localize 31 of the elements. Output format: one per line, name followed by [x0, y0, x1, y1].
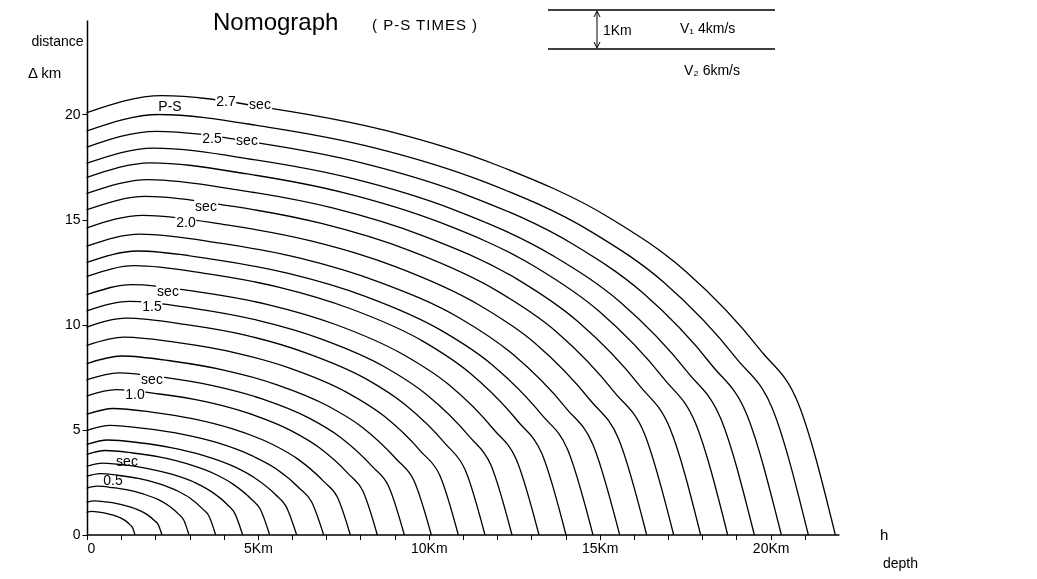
y-tick-label: 20: [64, 106, 81, 122]
annotation: sec: [194, 197, 218, 214]
annotation: 2.7: [215, 92, 237, 109]
text: h: [880, 526, 889, 543]
chart-title: Nomograph: [213, 8, 339, 36]
x-tick-label: 15Km: [581, 540, 619, 556]
x-tick-label: 0: [87, 540, 96, 556]
annotation: 1Km: [603, 22, 632, 38]
annotation: 2.5: [201, 129, 223, 146]
y-tick-label: 0: [72, 526, 81, 542]
y-axis-title: distance: [31, 32, 84, 49]
annotation: P-S: [157, 97, 183, 114]
x-axis-title: depth: [882, 555, 919, 571]
annotation: V₂ 6km/s: [684, 62, 740, 78]
y-tick-label: 5: [72, 421, 81, 437]
annotation: 1.0: [124, 385, 146, 402]
annotation: 2.0: [175, 213, 197, 230]
chart-subtitle: ( P-S TIMES ): [372, 16, 479, 33]
annotation: 1.5: [141, 297, 163, 314]
annotation: sec: [248, 95, 272, 112]
y-tick-label: 10: [64, 316, 81, 332]
x-tick-label: 10Km: [411, 540, 448, 556]
text: Δ km: [28, 64, 62, 81]
annotation: sec: [140, 370, 164, 387]
x-tick-label: 20Km: [752, 540, 790, 556]
annotation: sec: [156, 282, 180, 299]
annotation: V₁ 4km/s: [680, 20, 736, 36]
y-tick-label: 15: [64, 211, 81, 227]
annotation: sec: [115, 452, 139, 469]
annotation: sec: [235, 131, 259, 148]
x-tick-label: 5Km: [244, 540, 273, 556]
